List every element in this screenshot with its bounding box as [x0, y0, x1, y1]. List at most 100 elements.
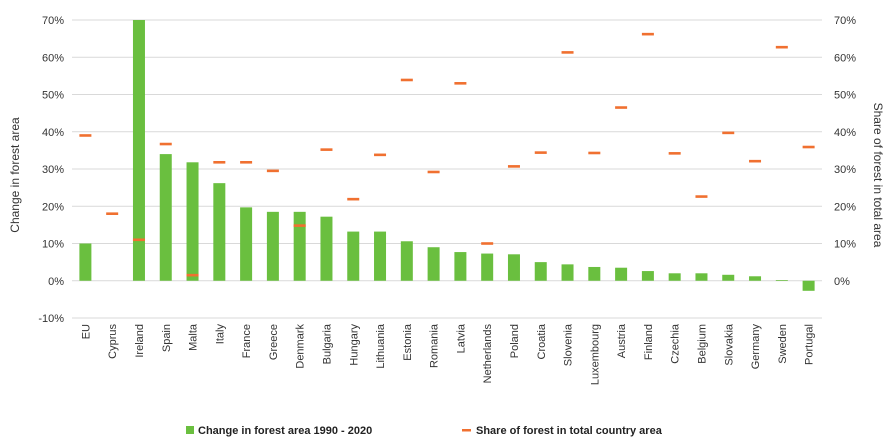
left-tick-label: 50% — [42, 90, 64, 102]
category-label: Greece — [268, 324, 280, 360]
category-label: Poland — [509, 324, 521, 358]
bar — [266, 211, 279, 281]
category-label: Austria — [616, 323, 628, 358]
category-label: Luxembourg — [589, 324, 601, 385]
left-tick-label: 60% — [42, 52, 64, 64]
category-label: Slovakia — [723, 323, 735, 365]
category-label: Hungary — [348, 324, 360, 366]
left-tick-label: 70% — [42, 15, 64, 27]
bar — [722, 274, 735, 281]
gridlines — [72, 19, 822, 319]
bar — [534, 262, 547, 281]
category-labels: EU Cyprus Ireland Spain Malta Italy France Gree… — [80, 323, 815, 385]
category-label: Romania — [429, 323, 441, 368]
right-tick-label: 60% — [834, 52, 856, 64]
category-label: Estonia — [402, 323, 414, 361]
legend-dash-swatch — [462, 429, 471, 432]
share-marker — [213, 160, 226, 164]
category-label: Spain — [161, 324, 173, 352]
right-axis-ticks: 0% 10% 20% 30% 40% 50% 60% 70% — [834, 15, 856, 288]
bar — [481, 253, 494, 281]
share-marker — [534, 151, 547, 154]
right-tick-label: 20% — [834, 201, 856, 213]
category-label: France — [241, 324, 253, 358]
legend-dash-label: Share of forest in total country area — [476, 425, 663, 437]
category-label: Belgium — [696, 324, 708, 364]
bar — [454, 252, 467, 281]
category-label: Italy — [214, 324, 226, 345]
left-tick-label: -10% — [38, 313, 64, 325]
share-marker — [615, 106, 628, 109]
bar — [374, 231, 387, 281]
bar — [588, 266, 601, 281]
bar — [641, 271, 654, 281]
bar — [213, 183, 226, 281]
share-marker — [266, 169, 279, 173]
category-label: Finland — [643, 324, 655, 360]
share-marker — [507, 165, 520, 168]
right-tick-label: 50% — [834, 90, 856, 102]
category-label: Lithuania — [375, 323, 387, 369]
category-label: Sweden — [777, 324, 789, 364]
share-marker — [695, 195, 708, 198]
bar — [320, 216, 333, 281]
bar — [347, 231, 360, 281]
share-marker — [400, 78, 413, 82]
category-label: Latvia — [455, 323, 467, 353]
legend-bar-swatch — [186, 426, 194, 434]
share-marker — [588, 151, 601, 155]
left-tick-label: 40% — [42, 127, 64, 139]
share-marker — [320, 148, 333, 151]
category-label: Slovenia — [563, 323, 575, 366]
category-label: Netherlands — [482, 324, 494, 384]
legend: Change in forest area 1990 - 2020 Share … — [186, 425, 663, 437]
category-label: Croatia — [536, 323, 548, 359]
bar — [561, 264, 574, 281]
bar — [186, 162, 199, 281]
category-label: Cyprus — [107, 324, 119, 359]
category-label: EU — [80, 324, 92, 339]
right-tick-label: 10% — [834, 239, 856, 251]
category-label: Portugal — [804, 324, 816, 365]
bar — [240, 207, 253, 281]
left-axis-ticks: -10% 0% 10% 20% 30% 40% 50% 60% 70% — [38, 15, 64, 325]
share-marker — [668, 152, 681, 155]
right-axis-title: Share of forest in total area — [871, 103, 885, 248]
share-marker — [106, 212, 119, 215]
left-tick-label: 0% — [48, 276, 64, 288]
share-marker — [775, 45, 788, 49]
bar — [695, 273, 708, 281]
share-marker — [186, 273, 199, 277]
bar — [400, 241, 413, 281]
share-marker — [427, 170, 440, 174]
share-marker — [293, 224, 306, 227]
left-axis-title: Change in forest area — [8, 117, 22, 233]
category-label: Malta — [188, 323, 200, 351]
bar — [775, 280, 788, 281]
category-label: Ireland — [134, 324, 146, 358]
share-marker — [749, 159, 762, 163]
share-marker — [481, 242, 494, 245]
category-label: Denmark — [295, 324, 307, 369]
bar — [507, 254, 520, 281]
bar — [132, 20, 145, 281]
category-label: Bulgaria — [321, 323, 333, 364]
share-marker — [132, 238, 145, 242]
bar — [668, 273, 681, 281]
bar — [749, 276, 762, 281]
right-tick-label: 30% — [834, 164, 856, 176]
category-label: Czechia — [670, 323, 682, 364]
bars — [79, 20, 815, 291]
bar — [427, 247, 440, 281]
share-marker — [347, 197, 360, 201]
right-tick-label: 70% — [834, 15, 856, 27]
share-marker — [374, 153, 387, 157]
share-marker — [722, 131, 735, 135]
share-marker — [802, 145, 815, 149]
right-tick-label: 0% — [834, 276, 850, 288]
category-label: Germany — [750, 324, 762, 370]
share-marker — [240, 160, 253, 164]
share-markers — [79, 32, 815, 277]
share-marker — [641, 32, 654, 36]
